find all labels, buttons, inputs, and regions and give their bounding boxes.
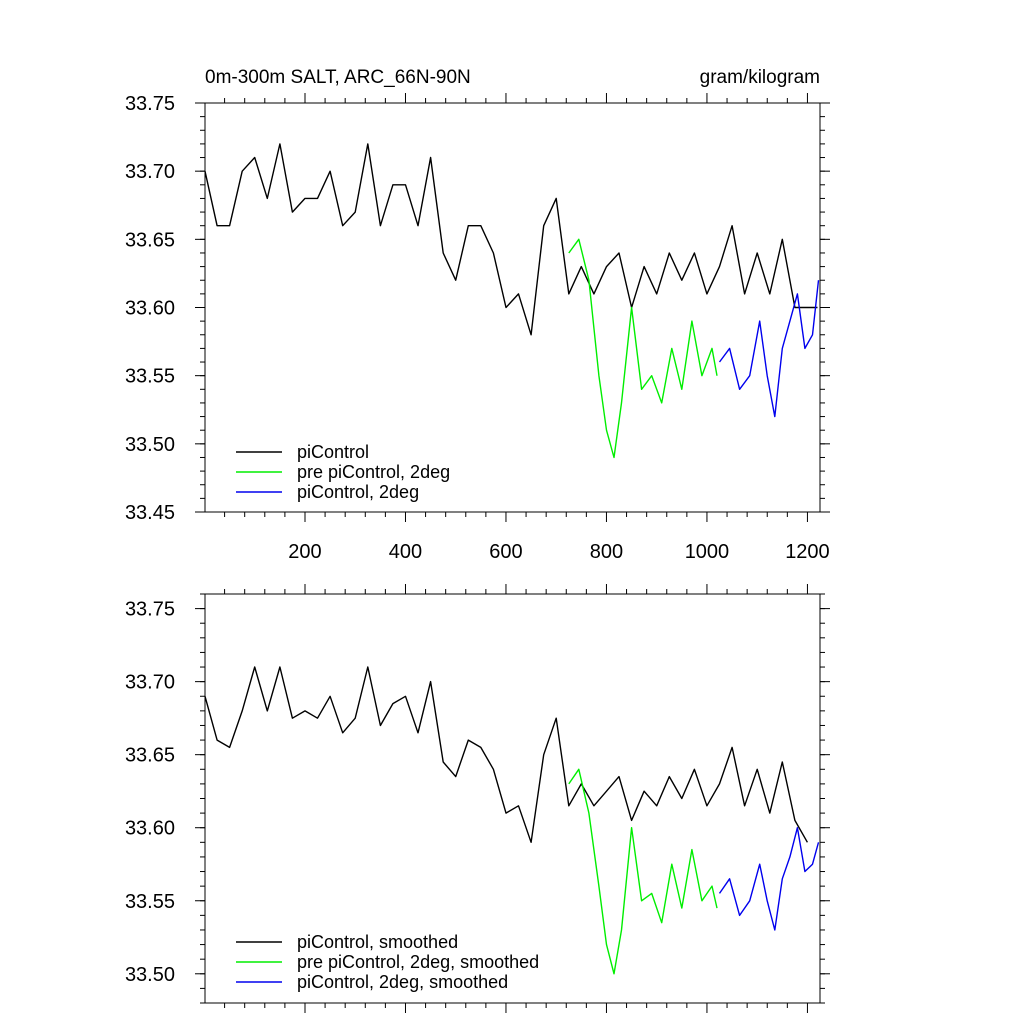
- series-line-1: [568, 238, 718, 459]
- legend-label: piControl, smoothed: [297, 932, 458, 952]
- series-line-2: [718, 827, 820, 931]
- y-tick-label: 33.50: [125, 964, 175, 986]
- title-left: 0m-300m SALT, ARC_66N-90N: [205, 67, 471, 88]
- y-tick-label: 33.65: [125, 229, 175, 251]
- top-panel: 0m-300m SALT, ARC_66N-90N gram/kilogram …: [125, 67, 830, 563]
- series-line-0: [204, 143, 818, 336]
- y-tick-label: 33.55: [125, 891, 175, 913]
- legend-label: pre piControl, 2deg, smoothed: [297, 952, 539, 972]
- y-tick-label: 33.65: [125, 745, 175, 767]
- y-tick-label: 33.45: [125, 502, 175, 524]
- y-tick-label: 33.70: [125, 672, 175, 694]
- y-tick-label: 33.75: [125, 599, 175, 621]
- legend-label: piControl, 2deg: [297, 482, 419, 502]
- x-tick-label: 400: [389, 541, 422, 563]
- y-tick-label: 33.75: [125, 93, 175, 115]
- legend-label: pre piControl, 2deg: [297, 462, 450, 482]
- x-tick-label: 1200: [785, 541, 830, 563]
- legend-label: piControl, 2deg, smoothed: [297, 972, 508, 992]
- title-right: gram/kilogram: [700, 67, 820, 88]
- legend-label: piControl: [297, 442, 369, 462]
- x-tick-label: 600: [489, 541, 522, 563]
- series-line-2: [718, 280, 820, 418]
- bottom-panel: 33.50 33.55 33.60 33.65 33.70 33.75 piControl,…: [125, 584, 830, 1013]
- y-tick-label: 33.70: [125, 161, 175, 183]
- y-tick-label: 33.55: [125, 366, 175, 388]
- y-tick-label: 33.60: [125, 818, 175, 840]
- x-tick-label: 800: [590, 541, 623, 563]
- y-tick-label: 33.60: [125, 298, 175, 320]
- series-line-0: [204, 666, 809, 843]
- y-tick-label: 33.50: [125, 434, 175, 456]
- x-tick-label: 200: [288, 541, 321, 563]
- x-tick-label: 1000: [685, 541, 730, 563]
- series-line-1: [568, 768, 718, 975]
